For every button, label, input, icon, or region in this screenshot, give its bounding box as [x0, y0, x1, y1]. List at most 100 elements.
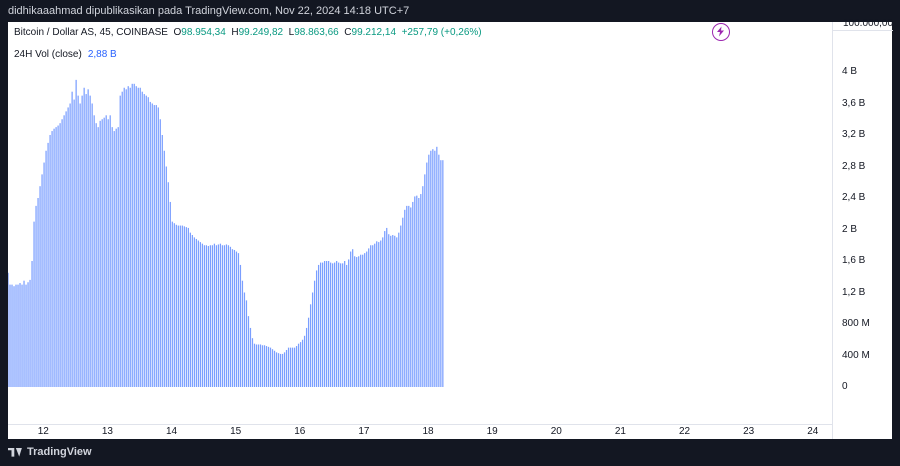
x-tick-label: 21	[614, 426, 626, 437]
price-axis-top-label: 100.000,00	[843, 18, 894, 29]
volume-bar	[334, 262, 336, 387]
volume-bar	[313, 280, 316, 387]
volume-bar	[169, 201, 171, 387]
volume-bar	[275, 352, 278, 387]
close-value: 99.212,14	[351, 27, 397, 38]
y-tick-label: 2 B	[842, 223, 858, 235]
volume-bar	[247, 316, 250, 388]
price-axis[interactable]: 100.000,00	[832, 18, 893, 439]
volume-bar	[432, 149, 434, 387]
volume-bar	[125, 89, 127, 387]
volume-bar	[360, 254, 362, 387]
tradingview-logo[interactable]: TradingView	[8, 446, 92, 458]
volume-bar	[105, 115, 107, 387]
y-tick-label: 3,2 B	[842, 129, 866, 140]
volume-bar	[281, 353, 284, 387]
volume-bar	[315, 270, 318, 387]
volume-bar	[173, 223, 175, 387]
volume-bar	[183, 226, 185, 387]
volume-bar	[187, 227, 189, 387]
volume-bar	[215, 245, 218, 387]
pane-separator	[833, 30, 893, 31]
x-tick-label: 12	[37, 426, 49, 437]
x-axis-line	[8, 424, 832, 425]
volume-bar	[231, 249, 234, 387]
volume-bar	[332, 263, 334, 387]
volume-bar	[45, 150, 47, 387]
volume-bar	[133, 83, 135, 387]
change-value: +257,79 (+0,26%)	[401, 27, 482, 38]
volume-bar	[43, 162, 45, 387]
volume-bar	[79, 103, 81, 387]
x-tick-label: 24	[807, 426, 819, 437]
volume-bar	[342, 263, 344, 387]
volume-bar	[39, 186, 41, 387]
y-tick-label: 1,6 B	[842, 255, 866, 266]
volume-bar	[143, 94, 145, 388]
high-value: 99.249,82	[238, 27, 284, 38]
lightning-bolt-icon[interactable]	[712, 23, 730, 41]
volume-bar	[117, 127, 119, 388]
volume-bar	[440, 160, 442, 387]
volume-bar	[346, 264, 348, 387]
x-tick-label: 22	[678, 426, 691, 437]
volume-bar	[307, 317, 310, 387]
volume-bar	[195, 238, 197, 387]
volume-bar	[235, 251, 238, 387]
volume-bar	[167, 182, 169, 387]
volume-bar	[137, 87, 139, 387]
y-tick-label: 2,8 B	[842, 160, 866, 172]
indicator-legend[interactable]: 24H Vol (close) 2,88 B	[14, 49, 117, 60]
volume-bar	[436, 146, 438, 387]
y-tick-label: 4 B	[842, 66, 858, 77]
volume-bar	[253, 343, 256, 387]
volume-bar	[103, 117, 105, 388]
volume-plot[interactable]	[8, 22, 832, 424]
volume-bar	[225, 244, 228, 387]
volume-bar	[293, 347, 296, 388]
volume-bar	[243, 292, 246, 387]
volume-bar	[380, 240, 382, 387]
volume-bar	[319, 262, 322, 387]
volume-bar	[438, 154, 440, 387]
volume-bar	[273, 350, 276, 387]
volume-bar	[25, 284, 27, 388]
volume-bar	[51, 131, 53, 387]
volume-bar	[350, 251, 352, 387]
volume-bar	[181, 225, 183, 387]
volume-bar	[364, 253, 366, 388]
volume-bar	[211, 245, 214, 387]
x-tick-label: 17	[358, 426, 370, 437]
volume-bar	[193, 237, 195, 388]
volume-bar	[8, 272, 9, 387]
volume-bar	[151, 103, 153, 387]
volume-bar	[101, 119, 103, 387]
volume-bar	[259, 344, 262, 387]
volume-bar	[261, 345, 264, 387]
volume-bar	[65, 111, 67, 388]
volume-bar	[227, 245, 230, 387]
volume-bar	[77, 95, 79, 388]
volume-bar	[67, 107, 69, 387]
chart-area[interactable]: Bitcoin / Dollar AS, 45, COINBASE O98.95…	[8, 18, 893, 439]
volume-bar	[213, 243, 216, 387]
volume-bar	[171, 221, 173, 388]
volume-bar	[61, 119, 63, 387]
top-bar: didhikaaahmad dipublikasikan pada Tradin…	[0, 0, 900, 22]
volume-bar	[366, 251, 368, 387]
y-tick-label: 400 M	[842, 349, 870, 361]
volume-bar	[404, 209, 406, 387]
volume-bar	[91, 103, 93, 387]
volume-bar	[201, 243, 203, 387]
volume-bar	[285, 349, 288, 387]
volume-bar	[163, 150, 165, 387]
volume-bar	[416, 195, 418, 387]
volume-bar	[19, 283, 21, 387]
volume-bar	[301, 339, 304, 387]
volume-bar	[57, 125, 59, 388]
volume-bar	[23, 280, 25, 387]
volume-bar	[49, 135, 51, 387]
volume-bar	[356, 257, 358, 387]
volume-bar	[392, 235, 394, 387]
volume-bar	[323, 261, 326, 387]
